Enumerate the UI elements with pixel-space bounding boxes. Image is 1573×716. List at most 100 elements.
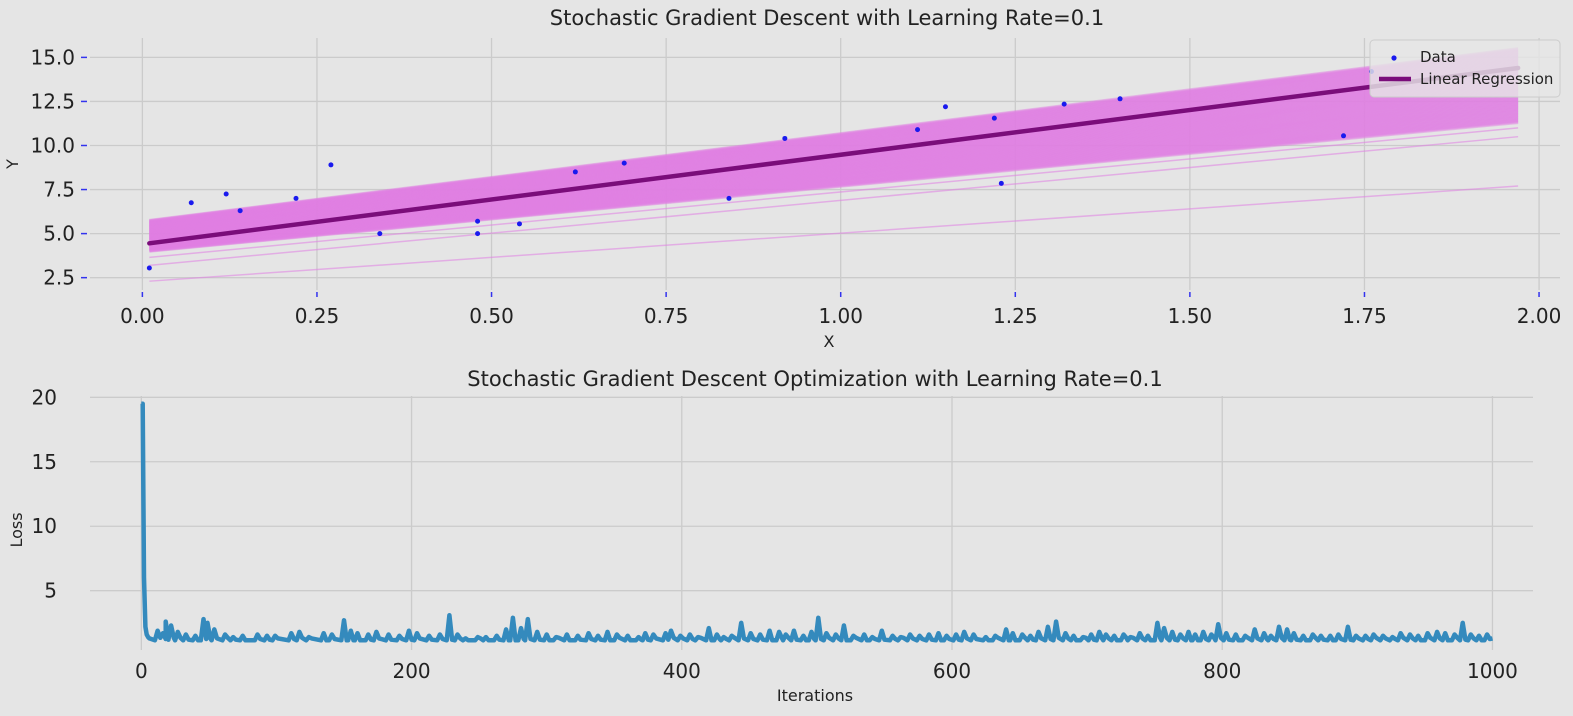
- regression-x-tick-label: 1.25: [993, 304, 1038, 328]
- regression-x-tick-label: 0.00: [120, 304, 165, 328]
- data-point: [1117, 96, 1123, 102]
- regression-iteration-line: [149, 100, 1519, 245]
- loss-x-axis-label: Iterations: [777, 686, 853, 705]
- regression-iteration-line: [149, 83, 1519, 238]
- loss-y-tick-label: 15: [32, 450, 57, 474]
- loss-y-ticks: 5 10 15 20: [32, 385, 57, 602]
- regression-x-tick-label: 1.75: [1342, 304, 1387, 328]
- regression-iteration-line: [149, 65, 1519, 230]
- regression-iteration-line: [149, 99, 1519, 244]
- regression-y-tick-label: 10.0: [30, 133, 75, 157]
- data-point: [726, 195, 732, 201]
- regression-iteration-line: [149, 121, 1519, 253]
- loss-y-tick-label: 20: [32, 385, 57, 409]
- regression-iteration-line: [149, 119, 1519, 253]
- regression-iteration-line: [149, 98, 1519, 244]
- regression-iteration-line: [149, 51, 1519, 224]
- regression-iteration-line: [149, 54, 1519, 225]
- loss-y-axis-label: Loss: [7, 512, 26, 547]
- regression-iteration-line: [149, 101, 1519, 245]
- data-point: [942, 104, 948, 110]
- loss-y-tick-label: 5: [44, 579, 57, 603]
- legend: Data Linear Regression: [1369, 39, 1561, 98]
- regression-y-tick-label: 12.5: [30, 89, 75, 113]
- regression-iteration-line: [149, 114, 1519, 250]
- regression-iteration-line: [149, 103, 1519, 246]
- regression-iteration-line: [149, 62, 1519, 229]
- data-point: [572, 169, 578, 175]
- regression-iteration-line: [149, 117, 1519, 252]
- regression-x-tick-label: 1.00: [818, 304, 863, 328]
- regression-iteration-line: [149, 47, 1519, 222]
- regression-iteration-line: [149, 50, 1519, 224]
- data-point: [293, 195, 299, 201]
- regression-iteration-line: [149, 96, 1519, 243]
- data-point: [1061, 101, 1067, 107]
- regression-y-tick-label: 5.0: [43, 222, 75, 246]
- loss-x-tick-label: 800: [1203, 659, 1241, 683]
- regression-iteration-line: [149, 101, 1519, 245]
- regression-x-ticks: 0.00 0.25 0.50 0.75 1.00 1.25 1.50 1.75 2.00: [120, 292, 1561, 328]
- regression-chart: Stochastic Gradient Descent with Learnin…: [3, 6, 1561, 351]
- regression-iteration-line: [149, 62, 1519, 229]
- regression-iteration-line: [149, 52, 1519, 224]
- regression-iteration-line: [149, 52, 1519, 225]
- loss-x-tick-label: 0: [135, 659, 148, 683]
- regression-fit-line: [147, 65, 1521, 246]
- regression-iteration-line: [149, 72, 1519, 233]
- legend-data-label: Data: [1420, 48, 1456, 66]
- data-point: [188, 200, 194, 206]
- loss-x-ticks: 0 200 400 600 800 1000: [135, 659, 1518, 683]
- regression-iteration-line: [149, 64, 1519, 230]
- regression-iteration-line: [149, 115, 1519, 251]
- regression-iteration-line: [149, 108, 1519, 248]
- regression-iteration-line: [149, 55, 1519, 226]
- data-point: [377, 231, 383, 237]
- regression-iteration-line: [149, 63, 1519, 229]
- regression-iteration-line: [149, 57, 1519, 227]
- regression-y-tick-label: 7.5: [43, 178, 75, 202]
- data-point: [475, 218, 481, 224]
- regression-x-tick-label: 2.00: [1517, 304, 1562, 328]
- regression-iteration-line: [149, 47, 1519, 223]
- regression-x-axis-label: X: [824, 332, 835, 351]
- loss-x-tick-label: 600: [933, 659, 971, 683]
- regression-iteration-line: [149, 82, 1519, 237]
- regression-iteration-line: [149, 111, 1519, 249]
- regression-iteration-line: [149, 85, 1519, 238]
- regression-iteration-line: [149, 110, 1519, 249]
- loss-chart-title: Stochastic Gradient Descent Optimization…: [467, 367, 1162, 391]
- regression-iteration-line: [149, 113, 1519, 250]
- regression-iteration-line: [149, 95, 1519, 242]
- regression-iteration-line: [149, 60, 1519, 228]
- data-point: [915, 127, 921, 133]
- regression-y-tick-label: 15.0: [30, 45, 75, 69]
- regression-iteration-line: [149, 102, 1519, 246]
- regression-iteration-line: [149, 111, 1519, 249]
- regression-iteration-line: [149, 84, 1519, 238]
- data-point: [146, 265, 152, 271]
- regression-iteration-line: [149, 120, 1519, 253]
- legend-data-marker: [1391, 55, 1397, 61]
- regression-y-tick-label: 2.5: [43, 266, 75, 290]
- regression-iteration-line: [149, 80, 1519, 236]
- data-point: [237, 208, 243, 214]
- loss-y-tick-label: 10: [32, 514, 57, 538]
- regression-iteration-line: [149, 61, 1519, 228]
- loss-chart: Stochastic Gradient Descent Optimization…: [7, 367, 1533, 705]
- loss-x-tick-label: 1000: [1467, 659, 1518, 683]
- data-point: [621, 160, 627, 166]
- regression-iteration-line: [149, 81, 1519, 237]
- regression-data-points: [146, 68, 1374, 271]
- data-point: [328, 162, 334, 168]
- regression-x-tick-label: 0.75: [644, 304, 689, 328]
- data-point: [516, 221, 522, 227]
- regression-iteration-line: [149, 66, 1519, 230]
- data-point: [1341, 133, 1347, 139]
- regression-iteration-line: [149, 58, 1519, 227]
- regression-iteration-line: [149, 53, 1519, 225]
- regression-iteration-line: [149, 106, 1519, 247]
- legend-regression-label: Linear Regression: [1420, 70, 1553, 88]
